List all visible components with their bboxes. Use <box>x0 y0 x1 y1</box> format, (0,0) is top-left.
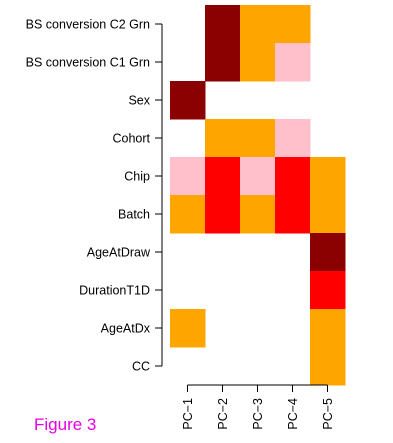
heatmap-cell <box>310 347 346 386</box>
heatmap-cell <box>275 157 311 196</box>
x-tick-label: PC−4 <box>286 398 300 430</box>
heatmap-cell <box>310 271 346 310</box>
heatmap-cell <box>310 233 346 272</box>
y-tick-label: CC <box>132 360 150 374</box>
y-axis: BS conversion C2 Grn BS conversion C1 Grn… <box>26 18 163 374</box>
heatmap-cell <box>275 43 311 82</box>
y-tick-label: Cohort <box>112 132 150 146</box>
heatmap-cell <box>240 195 276 234</box>
x-tick-label: PC−1 <box>181 398 195 430</box>
heatmap-cell <box>275 119 311 158</box>
y-tick-label: Sex <box>128 94 150 108</box>
heatmap-cell <box>240 5 276 44</box>
heatmap-cell <box>310 157 346 196</box>
heatmap-cell <box>205 157 241 196</box>
x-tick-label: PC−2 <box>216 398 230 430</box>
heatmap-cell <box>240 157 276 196</box>
x-tick-label: PC−5 <box>321 398 335 430</box>
heatmap-cell <box>170 195 206 234</box>
y-tick-label: Chip <box>124 170 150 184</box>
heatmap-cell <box>310 309 346 348</box>
heatmap-cell <box>205 195 241 234</box>
heatmap-cell <box>205 119 241 158</box>
y-tick-label: AgeAtDx <box>101 322 151 336</box>
y-tick-label: BS conversion C1 Grn <box>26 56 150 70</box>
y-tick-label: DurationT1D <box>79 284 150 298</box>
heatmap-cells <box>170 5 346 386</box>
y-tick-label: BS conversion C2 Grn <box>26 18 150 32</box>
x-axis: PC−1 PC−2 PC−3 PC−4 PC−5 <box>181 384 335 430</box>
heatmap-cell <box>240 119 276 158</box>
heatmap-cell <box>275 195 311 234</box>
heatmap-cell <box>170 81 206 120</box>
x-tick-label: PC−3 <box>251 398 265 430</box>
heatmap-cell <box>240 43 276 82</box>
heatmap-cell <box>310 195 346 234</box>
y-tick-label: AgeAtDraw <box>87 246 151 260</box>
heatmap-cell <box>170 309 206 348</box>
heatmap-cell <box>275 5 311 44</box>
heatmap-cell <box>205 5 241 44</box>
y-tick-label: Batch <box>118 208 150 222</box>
heatmap-cell <box>205 43 241 82</box>
figure-caption: Figure 3 <box>34 415 97 434</box>
heatmap-cell <box>170 157 206 196</box>
